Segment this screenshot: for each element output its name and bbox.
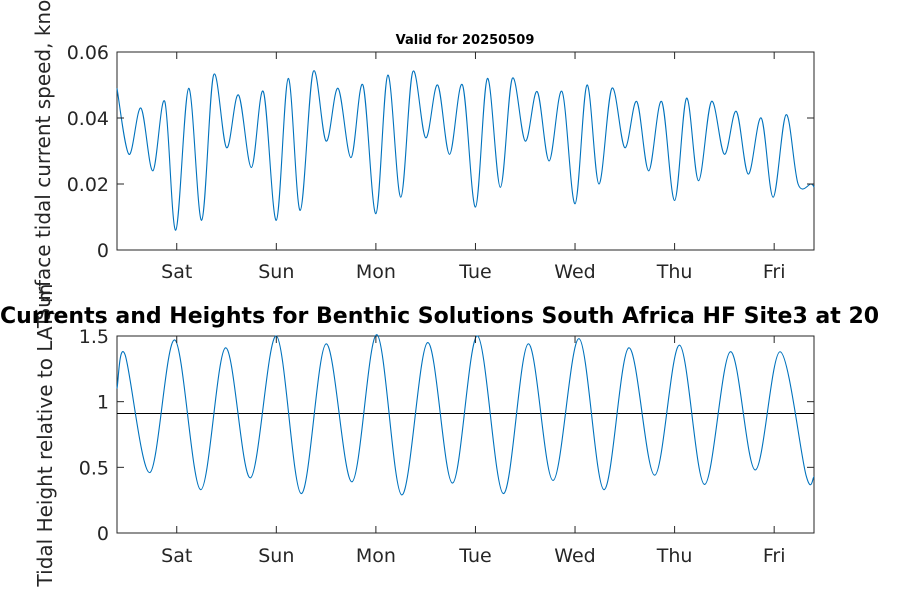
tidal-height-x-tick-label: Wed [554, 545, 595, 567]
tidal-height-x-tick-label: Tue [458, 545, 491, 567]
current-speed-x-tick-label: Sun [258, 261, 294, 283]
tidal-height-series-line [116, 334, 815, 496]
tidal-height-y-tick-label: 1 [97, 392, 109, 414]
current-speed-y-tick-label: 0 [97, 240, 109, 262]
tidal-height-x-tick-label: Thu [656, 545, 693, 567]
current-speed-y-tick-label: 0.06 [67, 42, 109, 64]
tidal-height-axes-box [116, 335, 815, 534]
tidal-height-x-tick-label: Sat [161, 545, 192, 567]
tidal-height-y-tick-label: 0.5 [79, 457, 109, 479]
tidal-height-y-tick-label: 1.5 [79, 326, 109, 348]
tidal-height-panel: 0 0.5 1 1.5 Sat Sun Mon Tue Wed Thu Fri Tidal Heig… [0, 284, 879, 588]
tidal-height-y-tick-label: 0 [97, 523, 109, 545]
current-speed-x-tick-label: Wed [554, 261, 595, 283]
current-speed-x-tick-label: Tue [458, 261, 491, 283]
tidal-height-x-tick-label: Fri [763, 545, 786, 567]
current-speed-title: Valid for 20250509 [396, 33, 535, 48]
tidal-height-x-tick-label: Sun [258, 545, 294, 567]
current-speed-x-tick-label: Thu [656, 261, 693, 283]
current-speed-axes-box [116, 51, 815, 251]
current-speed-x-tick-label: Mon [356, 261, 396, 283]
current-speed-series-line [116, 70, 815, 231]
current-speed-x-tick-label: Fri [763, 261, 786, 283]
current-speed-panel: Valid for 20250509 0 0.02 0.04 0.06 Sat Sun Mo… [31, 0, 815, 321]
tidal-height-y-axis-label: Tidal Height relative to LAT, m [33, 284, 57, 588]
tidal-height-x-tick-label: Mon [356, 545, 396, 567]
current-speed-y-tick-label: 0.04 [67, 108, 109, 130]
current-speed-y-tick-label: 0.02 [67, 174, 109, 196]
current-speed-x-tick-label: Sat [161, 261, 192, 283]
figure-main-title: Currents and Heights for Benthic Solutio… [0, 304, 879, 329]
current-speed-y-axis-label: Surface tidal current speed, knots [31, 0, 55, 321]
